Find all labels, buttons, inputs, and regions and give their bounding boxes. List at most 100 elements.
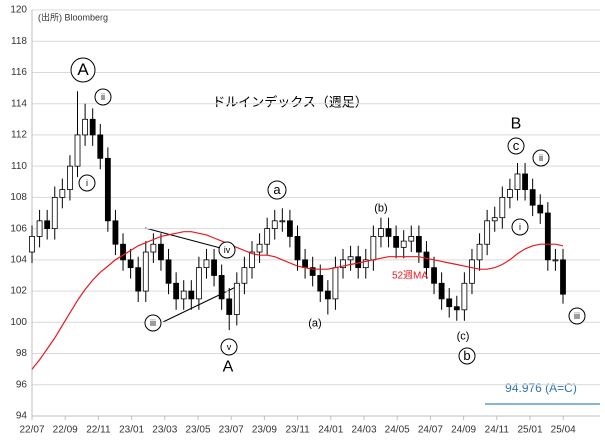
y-tick-label: 100	[10, 317, 27, 328]
x-tick-label: 24/03	[351, 425, 376, 436]
candle-body	[317, 275, 324, 292]
candle-body	[347, 256, 354, 261]
annotation: A	[223, 359, 234, 376]
candle-body	[150, 243, 157, 253]
candle-body	[127, 259, 134, 269]
annotation-circle	[511, 218, 529, 236]
x-tick-label: 23/03	[152, 425, 177, 436]
y-tick-label: 106	[10, 223, 27, 234]
annotation: (c)	[457, 330, 470, 342]
x-tick-label: 24/05	[385, 425, 410, 436]
annotation-circle	[568, 307, 586, 325]
x-tick-label: 23/11	[285, 425, 310, 436]
annotation: v	[227, 342, 232, 352]
annotation-circle	[532, 149, 550, 167]
candle-body	[135, 267, 142, 292]
candle-body	[438, 282, 445, 300]
candle-body	[393, 236, 400, 248]
candle-body	[476, 243, 483, 261]
annotation: b	[463, 348, 470, 363]
candle-body	[51, 196, 58, 230]
candle-body	[491, 217, 498, 222]
candle-body	[158, 243, 164, 261]
annotation: a	[273, 182, 281, 197]
annotation: (b)	[374, 202, 387, 214]
candle-body	[89, 118, 96, 136]
x-tick-label: 25/04	[551, 425, 576, 436]
candle-body	[173, 282, 180, 300]
x-tick-label: 22/11	[86, 425, 111, 436]
y-tick-label: 118	[11, 36, 27, 47]
candle-body	[142, 251, 149, 292]
candle-body	[294, 236, 301, 261]
candle-body	[544, 212, 551, 261]
candle-body	[340, 259, 346, 269]
annotation-circle	[218, 241, 236, 259]
candle-body	[408, 236, 415, 242]
candle-body	[36, 220, 43, 237]
x-tick-label: 23/07	[219, 425, 244, 436]
candle-body	[67, 165, 73, 190]
x-tick-label: 22/09	[53, 425, 78, 436]
annotation: iii	[150, 318, 156, 328]
ma-line	[31, 231, 564, 370]
candle-body	[514, 173, 521, 190]
candle-body	[302, 259, 308, 269]
candle-body	[506, 189, 513, 198]
ma-label: 52週MA	[392, 270, 428, 282]
y-tick-label: 104	[10, 254, 27, 265]
candle-body	[332, 267, 339, 300]
candle-body	[218, 275, 225, 300]
x-tick-label: 22/07	[19, 425, 44, 436]
candle-body	[287, 220, 293, 237]
candle-body	[560, 259, 566, 295]
candle-body	[552, 259, 559, 262]
y-tick-label: 98	[16, 348, 28, 359]
annotation: c	[513, 138, 520, 153]
candle-body	[324, 290, 331, 300]
candle-body	[461, 282, 468, 311]
candle-body	[29, 236, 35, 253]
annotation: A	[77, 60, 89, 79]
candle-body	[370, 236, 377, 261]
candle-body	[264, 228, 271, 245]
annotation: B	[511, 116, 522, 133]
annotation: i	[519, 222, 521, 232]
candle-body	[241, 267, 248, 284]
annotation-circle	[458, 347, 476, 365]
annotation-circle	[220, 338, 238, 356]
target-label: 94.976 (A=C)	[505, 381, 577, 395]
candle-body	[431, 267, 437, 284]
x-tick-label: 24/01	[318, 425, 343, 436]
y-tick-label: 114	[11, 98, 27, 109]
candle-body	[499, 196, 506, 219]
candle-body	[469, 259, 475, 284]
candle-body	[446, 298, 453, 308]
annotation-circle	[267, 180, 287, 200]
candle-body	[537, 204, 544, 214]
candle-body	[203, 259, 210, 269]
candle-body	[271, 220, 278, 230]
candle-body	[195, 267, 202, 300]
annotation: ii	[101, 92, 105, 102]
x-tick-label: 24/07	[418, 425, 443, 436]
chart-title: ドルインデックス（週足）	[212, 94, 368, 109]
candle-body	[74, 134, 81, 167]
candle-body	[522, 173, 528, 190]
candle-body	[400, 240, 407, 248]
candle-body	[362, 259, 369, 269]
annotation-circle	[70, 57, 96, 83]
annotation: iv	[224, 245, 231, 255]
candle-body	[309, 267, 316, 276]
candle-body	[97, 134, 104, 159]
candle-body	[249, 251, 255, 269]
x-tick-label: 25/01	[517, 425, 542, 436]
candle-body	[188, 290, 195, 300]
annotation: (a)	[308, 317, 321, 329]
y-tick-label: 94	[16, 411, 28, 422]
x-tick-label: 24/09	[451, 425, 476, 436]
annotation-circle	[144, 314, 162, 332]
annotation-circle	[507, 137, 525, 155]
source: (出所) Bloomberg	[38, 11, 108, 22]
